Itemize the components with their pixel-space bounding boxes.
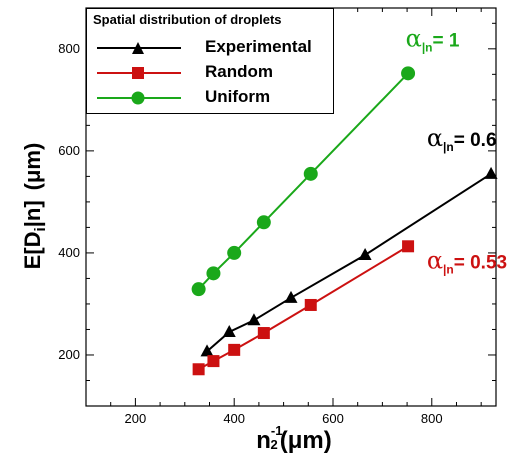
- point-uniform: [303, 166, 318, 181]
- point-experimental: [222, 325, 236, 338]
- series-layer: [191, 66, 498, 376]
- point-experimental: [358, 247, 372, 260]
- square-marker-icon: [132, 67, 144, 79]
- point-random: [304, 298, 317, 311]
- x-tick-label: 800: [421, 411, 443, 426]
- point-experimental: [284, 290, 298, 303]
- circle-marker-icon: [131, 91, 145, 105]
- axis-ticks: 200 400 600 800 200 400 600 800: [58, 8, 496, 426]
- alpha-annotation: α|n= 0.53: [427, 247, 507, 277]
- y-tick-label: 800: [58, 41, 80, 56]
- y-tick-label: 400: [58, 245, 80, 260]
- point-uniform: [401, 66, 416, 81]
- point-uniform: [191, 282, 206, 297]
- annotations: α|n= 1 α|n= 0.6 α|n= 0.53: [406, 24, 508, 276]
- triangle-marker-icon: [132, 42, 144, 54]
- point-random: [257, 327, 270, 340]
- point-random: [207, 355, 220, 368]
- point-random: [228, 343, 241, 356]
- y-tick-label: 200: [58, 347, 80, 362]
- legend-item-random: Random: [93, 62, 329, 84]
- legend-label: Uniform: [205, 87, 271, 106]
- x-axis-title: n-1 2(μm): [256, 423, 331, 454]
- y-axis-title: E[Di|n](μm): [20, 143, 49, 270]
- legend-title: Spatial distribution of droplets: [93, 12, 282, 27]
- alpha-annotation: α|n= 1: [406, 24, 460, 54]
- y-tick-label: 600: [58, 143, 80, 158]
- point-experimental: [247, 313, 261, 326]
- point-uniform: [256, 215, 271, 230]
- alpha-annotation: α|n= 0.6: [427, 124, 497, 154]
- legend: Spatial distribution of droplets Experim…: [86, 8, 334, 114]
- legend-item-uniform: Uniform: [93, 87, 329, 109]
- x-tick-label: 400: [223, 411, 245, 426]
- point-experimental: [200, 344, 214, 357]
- legend-item-experimental: Experimental: [93, 37, 329, 59]
- x-tick-label: 200: [125, 411, 147, 426]
- legend-label: Random: [205, 62, 273, 81]
- legend-label: Experimental: [205, 37, 312, 56]
- point-experimental: [484, 166, 498, 179]
- point-random: [192, 363, 205, 376]
- x-tick-label: 600: [322, 411, 344, 426]
- point-uniform: [227, 245, 242, 260]
- point-uniform: [206, 266, 221, 281]
- point-random: [402, 240, 415, 253]
